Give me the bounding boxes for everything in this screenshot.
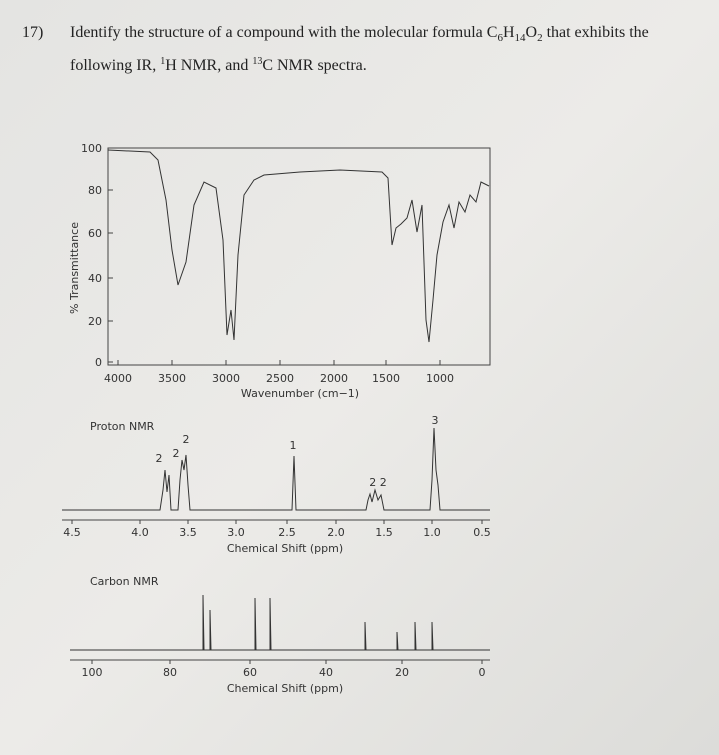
ir-spectrum xyxy=(107,149,490,343)
text: O xyxy=(526,24,538,41)
x-tick-label: 3.0 xyxy=(227,526,245,539)
x-tick-label: 1.5 xyxy=(375,526,393,539)
integration-label: 2 xyxy=(156,452,163,465)
text: that exhibits the xyxy=(543,24,649,41)
ir-frame xyxy=(107,147,491,366)
text: H NMR, and xyxy=(165,57,252,74)
integration-label: 2 xyxy=(183,433,190,446)
y-tick-label: 100 xyxy=(81,142,102,155)
superscript: 1 xyxy=(160,56,165,67)
question-number: 17) xyxy=(22,24,43,41)
x-tick-label: 40 xyxy=(319,666,333,679)
x-tick-label: 3.5 xyxy=(179,526,197,539)
x-tick-label: 2.5 xyxy=(278,526,296,539)
integration-label: 1 xyxy=(290,439,297,452)
integration-label: 2 2 xyxy=(369,476,387,489)
x-tick-label: 0 xyxy=(479,666,486,679)
y-tick-label: 60 xyxy=(88,227,102,240)
text: C NMR spectra. xyxy=(262,57,366,74)
x-tick-label: 2500 xyxy=(266,372,294,385)
x-tick-label: 60 xyxy=(243,666,257,679)
x-tick-label: 4.5 xyxy=(63,526,81,539)
y-axis-label: % Transmittance xyxy=(68,222,81,314)
proton-spectrum xyxy=(62,427,490,511)
subscript: 14 xyxy=(515,32,527,44)
x-tick-label: 4.0 xyxy=(131,526,149,539)
x-tick-label: 100 xyxy=(82,666,103,679)
integration-label: 2 xyxy=(173,447,180,460)
chart-title: Proton NMR xyxy=(90,420,155,433)
y-tick-label: 40 xyxy=(88,272,102,285)
y-tick-label: 80 xyxy=(88,184,102,197)
y-tick-label: 20 xyxy=(88,315,102,328)
subscript: 2 xyxy=(537,32,543,44)
chart-title: Carbon NMR xyxy=(90,575,159,588)
x-tick-label: 80 xyxy=(163,666,177,679)
text: H xyxy=(503,24,515,41)
text: Identify the structure of a compound wit… xyxy=(70,24,497,41)
x-tick-label: 4000 xyxy=(104,372,132,385)
x-tick-label: 3000 xyxy=(212,372,240,385)
x-tick-label: 3500 xyxy=(158,372,186,385)
integration-label: 3 xyxy=(432,414,439,427)
x-axis-label: Chemical Shift (ppm) xyxy=(227,682,343,695)
subscript: 6 xyxy=(497,32,503,44)
question-line: Identify the structure of a compound wit… xyxy=(70,24,649,44)
x-tick-label: 2000 xyxy=(320,372,348,385)
x-axis-label: Chemical Shift (ppm) xyxy=(227,542,343,555)
y-tick-label: 0 xyxy=(95,356,102,369)
superscript: 13 xyxy=(252,56,262,67)
x-tick-label: 2.0 xyxy=(327,526,345,539)
x-tick-label: 20 xyxy=(395,666,409,679)
x-tick-label: 1500 xyxy=(372,372,400,385)
x-tick-label: 0.5 xyxy=(473,526,491,539)
question-line: following IR, 1H NMR, and 13C NMR spectr… xyxy=(70,56,367,74)
carbon-spectrum xyxy=(70,594,490,651)
x-tick-label: 1000 xyxy=(426,372,454,385)
text: following IR, xyxy=(70,57,160,74)
x-tick-label: 1.0 xyxy=(423,526,441,539)
x-axis-label: Wavenumber (cm−1) xyxy=(241,387,359,400)
